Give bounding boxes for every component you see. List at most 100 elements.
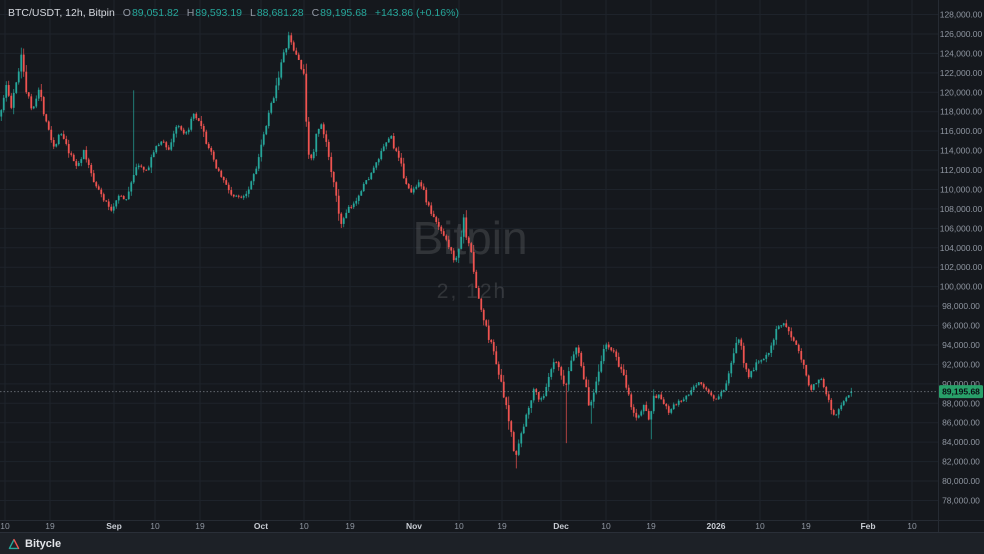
watermark-brand: Bitpin — [412, 212, 527, 264]
last-price-badge — [939, 385, 983, 399]
candle-body — [140, 165, 143, 167]
candle-body — [787, 326, 790, 332]
candle-body — [692, 386, 695, 391]
candle-body — [602, 348, 605, 362]
candle-body — [292, 42, 295, 51]
footer-brand[interactable]: Bitycle — [8, 538, 61, 550]
candle-body — [250, 181, 253, 190]
candle-body — [247, 189, 250, 194]
symbol-title[interactable]: BTC/USDT, 12h, Bitpin — [8, 7, 115, 19]
candle-body — [640, 411, 643, 416]
candle-body — [782, 323, 785, 326]
chart-legend: BTC/USDT, 12h, Bitpin O89,051.82 H89,593… — [8, 7, 459, 19]
candle-body — [267, 112, 270, 127]
candle-body — [777, 326, 780, 329]
time-tick-label: 10 — [755, 521, 765, 531]
candle-body — [425, 189, 428, 203]
candle-body — [830, 399, 833, 411]
candle-body — [410, 188, 413, 193]
candle-body — [655, 395, 658, 398]
candle-body — [30, 96, 33, 109]
candle-body — [100, 189, 103, 195]
candle-body — [767, 352, 770, 355]
candle-body — [637, 415, 640, 418]
candle-body — [22, 54, 25, 72]
candle-body — [405, 178, 408, 184]
candle-body — [135, 167, 138, 175]
candle-body — [110, 206, 113, 211]
price-tick-label: 96,000.00 — [942, 321, 980, 331]
candle-body — [107, 201, 110, 207]
candle-body — [492, 342, 495, 352]
candle-body — [677, 400, 680, 405]
candle-body — [800, 350, 803, 360]
candle-body — [102, 194, 105, 201]
candle-body — [325, 134, 328, 142]
candle-body — [765, 354, 768, 359]
candle-body — [130, 182, 133, 192]
candle-body — [175, 126, 178, 134]
candle-body — [415, 186, 418, 189]
candle-body — [710, 392, 713, 396]
candle-body — [225, 180, 228, 185]
candle-body — [62, 134, 65, 139]
price-tick-label: 94,000.00 — [942, 340, 980, 350]
candle-body — [282, 52, 285, 63]
candle-body — [720, 391, 723, 397]
footer-brand-label: Bitycle — [25, 537, 62, 550]
price-tick-label: 112,000.00 — [940, 165, 982, 175]
candle-body — [762, 358, 765, 361]
price-tick-label: 100,000.00 — [940, 282, 983, 292]
candle-body — [370, 172, 373, 180]
candle-body — [20, 54, 23, 72]
candle-body — [322, 124, 325, 135]
candle-body — [235, 195, 238, 197]
candle-body — [795, 340, 798, 345]
candle-body — [662, 399, 665, 405]
candle-body — [585, 379, 588, 388]
candle-body — [227, 184, 230, 191]
candle-body — [562, 375, 565, 384]
candle-body — [615, 351, 618, 357]
time-axis[interactable]: 10 19 Sep 10 19 Oct 10 19 Nov 10 19 Dec 10 19 2026 10 19… — [0, 521, 917, 531]
candle-body — [185, 132, 188, 134]
candle-body — [380, 151, 383, 160]
candle-body — [150, 157, 153, 168]
candle-body — [700, 382, 703, 385]
candle-body — [152, 152, 155, 158]
candle-body — [77, 162, 80, 166]
candle-body — [460, 236, 463, 249]
candle-body — [160, 141, 163, 145]
candle-body — [685, 395, 688, 400]
candle-body — [712, 395, 715, 399]
candle-body — [302, 68, 305, 74]
candle-body — [180, 126, 183, 130]
candle-body — [465, 217, 468, 238]
candle-body — [555, 362, 558, 364]
price-tick-label: 114,000.00 — [940, 146, 982, 156]
time-tick-label: 2026 — [707, 521, 726, 531]
candle-body — [215, 159, 218, 169]
ohlc-low: L88,681.28 — [250, 7, 304, 19]
candle-body — [290, 35, 293, 43]
candle-body — [275, 85, 278, 99]
candle-body — [815, 383, 818, 385]
price-tick-label: 82,000.00 — [942, 457, 980, 467]
candle-body — [487, 325, 490, 340]
candle-body — [365, 180, 368, 184]
candle-body — [400, 157, 403, 164]
price-axis[interactable]: 128,000.00 126,000.00 124,000.00 122,000.00… — [940, 10, 983, 506]
candle-body — [817, 379, 820, 384]
candle-body — [625, 375, 628, 388]
candle-body — [92, 173, 95, 183]
candle-body — [620, 366, 623, 370]
time-tick-label: 19 — [45, 521, 55, 531]
candle-body — [307, 121, 310, 155]
candle-body — [137, 165, 140, 168]
candle-body — [447, 239, 450, 248]
candle-body — [805, 364, 808, 376]
candle-body — [517, 443, 520, 455]
candle-body — [740, 339, 743, 346]
